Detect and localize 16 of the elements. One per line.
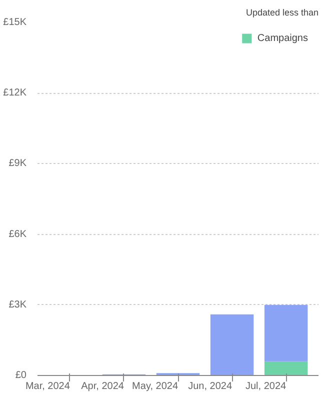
bar xyxy=(264,304,308,362)
x-tick-label: Jun, 2024 xyxy=(188,381,232,392)
y-tick-label: £0 xyxy=(15,370,27,381)
y-tick-label: £12K xyxy=(3,88,27,99)
y-tick-label: £6K xyxy=(8,228,27,240)
x-tick-label: Mar, 2024 xyxy=(25,381,70,392)
x-tick-label: May, 2024 xyxy=(132,381,178,392)
legend-label: Campaigns xyxy=(257,32,308,44)
x-tick-label: Jul, 2024 xyxy=(245,381,287,392)
y-tick-label: £9K xyxy=(8,158,27,170)
text: Updated less than xyxy=(246,8,319,18)
x-tick-label: Apr, 2024 xyxy=(81,381,124,392)
y-tick-label: £15K xyxy=(3,17,27,28)
bar xyxy=(264,361,308,376)
bar xyxy=(210,314,254,376)
y-tick-label: £3K xyxy=(8,299,27,310)
